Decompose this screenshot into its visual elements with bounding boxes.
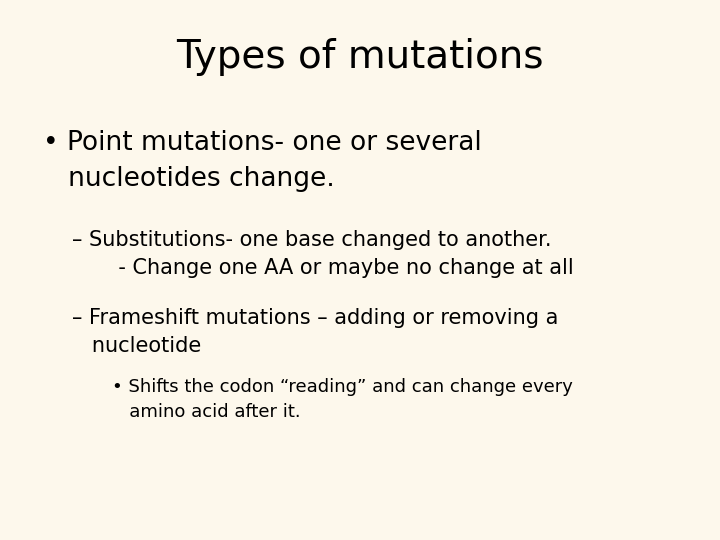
Text: • Point mutations- one or several
   nucleotides change.: • Point mutations- one or several nucleo… xyxy=(43,130,482,192)
Text: – Substitutions- one base changed to another.
       - Change one AA or maybe no: – Substitutions- one base changed to ano… xyxy=(72,230,574,278)
Text: • Shifts the codon “reading” and can change every
   amino acid after it.: • Shifts the codon “reading” and can cha… xyxy=(112,378,572,421)
Text: – Frameshift mutations – adding or removing a
   nucleotide: – Frameshift mutations – adding or remov… xyxy=(72,308,559,356)
Text: Types of mutations: Types of mutations xyxy=(176,38,544,76)
